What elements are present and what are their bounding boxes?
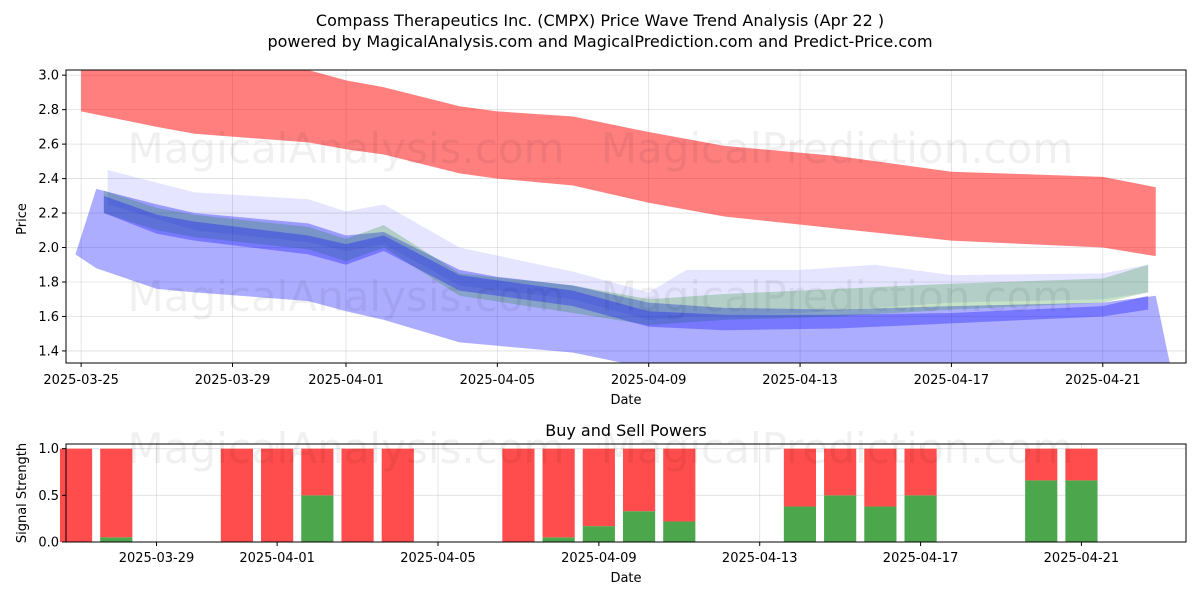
price-band-2: [107, 169, 1149, 320]
power-panel: Buy and Sell Powers MagicalAnalysis.com …: [15, 421, 1187, 586]
price-band-4: [103, 195, 1149, 331]
sell-bar: [1025, 448, 1058, 481]
power-x-tick-label: 2025-04-05: [400, 551, 476, 566]
price-panel: MagicalAnalysis.com MagicalPrediction.co…: [15, 69, 1187, 408]
power-x-tick-label: 2025-04-13: [722, 551, 798, 566]
price-y-tick-label: 3.0: [38, 69, 59, 84]
power-bars: [59, 448, 1098, 542]
price-x-tick-label: 2025-04-17: [914, 373, 990, 388]
price-band-3: [103, 190, 1149, 326]
power-y-tick-label: 1.0: [38, 442, 59, 457]
sell-bar: [100, 448, 133, 538]
power-y-axis-label: Signal Strength: [15, 443, 30, 543]
price-x-tick-label: 2025-03-29: [195, 373, 271, 388]
sell-bar: [582, 448, 615, 527]
watermark-prediction-3: MagicalPrediction.com: [601, 424, 1074, 473]
buy-bar: [622, 511, 656, 542]
sell-bar: [220, 448, 254, 542]
price-y-tick-label: 2.6: [38, 138, 59, 153]
price-y-tick-label: 2.2: [38, 207, 59, 222]
price-band-1: [75, 188, 1170, 363]
price-y-axis-label: Price: [15, 203, 30, 235]
power-axes: 2025-03-29 2025-04-01 2025-04-05 2025-04-09…: [38, 442, 1119, 566]
power-panel-frame: [65, 443, 1187, 543]
price-panel-frame: [65, 69, 1187, 364]
price-x-tick-label: 2025-04-05: [460, 373, 536, 388]
buy-bar: [100, 537, 133, 542]
sell-bar: [381, 448, 414, 542]
price-x-tick-label: 2025-04-01: [308, 373, 384, 388]
buy-bar: [1065, 480, 1098, 542]
sell-bar: [622, 448, 656, 512]
price-y-tick-label: 2.0: [38, 241, 59, 256]
sell-bar: [1065, 448, 1098, 481]
power-watermarks: MagicalAnalysis.com MagicalPrediction.co…: [128, 424, 1074, 473]
watermark-analysis-2: MagicalAnalysis.com: [128, 272, 565, 321]
power-x-axis-label: Date: [610, 571, 641, 586]
buy-bar: [904, 495, 937, 542]
chart-subtitle: powered by MagicalAnalysis.com and Magic…: [267, 32, 932, 51]
buy-bar: [301, 495, 334, 542]
buy-bar: [824, 495, 857, 542]
price-bands: [75, 70, 1170, 363]
price-x-axis-label: Date: [610, 393, 641, 408]
watermark-prediction-2: MagicalPrediction.com: [601, 272, 1074, 321]
buy-bar: [582, 526, 615, 542]
power-x-tick-label: 2025-04-01: [239, 551, 315, 566]
sell-bar: [864, 448, 897, 507]
buy-bar: [663, 521, 696, 542]
sell-bar: [824, 448, 857, 496]
price-x-tick-label: 2025-04-09: [611, 373, 687, 388]
power-y-tick-label: 0.5: [38, 489, 59, 504]
buy-bar: [864, 506, 897, 542]
price-watermarks: MagicalAnalysis.com MagicalPrediction.co…: [128, 124, 1074, 321]
sell-bar: [663, 448, 696, 522]
buy-bar: [1025, 480, 1058, 542]
sell-bar: [783, 448, 817, 507]
price-y-tick-label: 1.6: [38, 310, 59, 325]
price-y-tick-label: 2.4: [38, 172, 59, 187]
price-y-tick-label: 2.8: [38, 103, 59, 118]
watermark-analysis: MagicalAnalysis.com: [128, 124, 565, 173]
price-x-tick-label: 2025-04-21: [1065, 373, 1141, 388]
power-x-tick-label: 2025-04-09: [561, 551, 637, 566]
power-y-tick-label: 0.0: [38, 536, 59, 551]
price-x-tick-label: 2025-03-25: [43, 373, 119, 388]
price-y-tick-label: 1.4: [38, 344, 59, 359]
power-x-tick-label: 2025-03-29: [119, 551, 195, 566]
buy-bar: [542, 537, 575, 542]
sell-bar: [261, 448, 294, 542]
power-panel-title: Buy and Sell Powers: [545, 421, 707, 440]
price-y-tick-label: 1.8: [38, 275, 59, 290]
sell-bar: [502, 448, 535, 542]
sell-bar: [301, 448, 334, 496]
power-x-tick-label: 2025-04-21: [1044, 551, 1120, 566]
buy-bar: [783, 506, 817, 542]
sell-bar: [341, 448, 374, 542]
price-axes: 2025-03-25 2025-03-29 2025-04-01 2025-04-05…: [38, 69, 1140, 388]
watermark-analysis-3: MagicalAnalysis.com: [128, 424, 565, 473]
sell-bar: [542, 448, 575, 538]
watermark-prediction: MagicalPrediction.com: [601, 124, 1074, 173]
sell-bar: [904, 448, 937, 496]
chart-title: Compass Therapeutics Inc. (CMPX) Price W…: [316, 11, 884, 30]
power-x-tick-label: 2025-04-17: [883, 551, 959, 566]
price-x-tick-label: 2025-04-13: [762, 373, 838, 388]
price-band-0: [81, 70, 1156, 257]
